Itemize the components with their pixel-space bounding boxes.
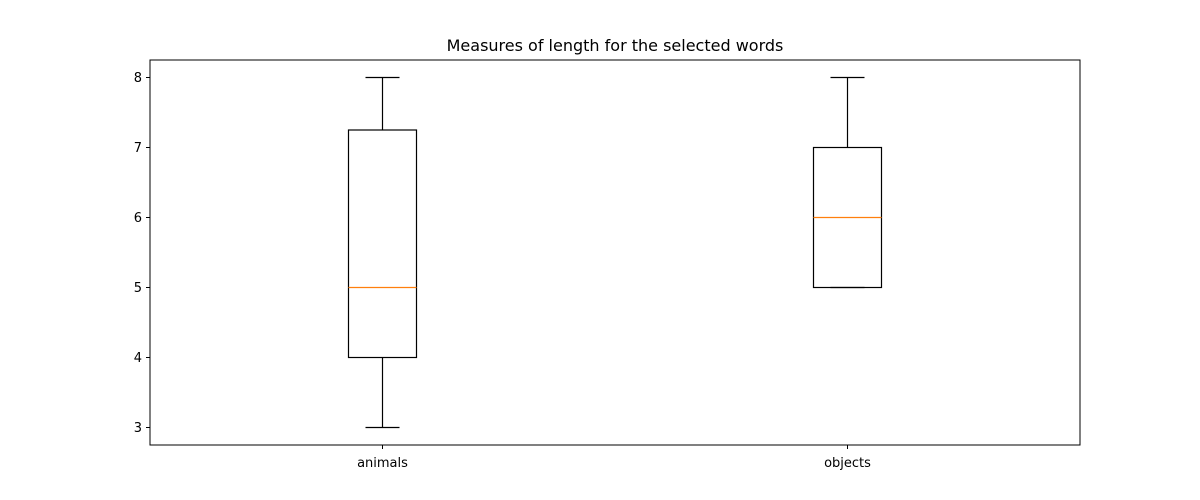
x-tick-label: animals <box>357 456 408 471</box>
box-objects <box>812 76 883 289</box>
y-tick-label: 8 <box>134 71 142 86</box>
y-tick-label: 3 <box>134 421 142 436</box>
y-tick-label: 6 <box>134 211 142 226</box>
y-axis: 3 4 5 6 7 8 <box>134 71 150 436</box>
box-animals <box>347 76 418 429</box>
chart-title: Measures of length for the selected word… <box>447 36 784 55</box>
boxes <box>347 76 883 429</box>
iqr-box <box>347 129 418 359</box>
y-tick-label: 4 <box>134 351 142 366</box>
y-tick-label: 5 <box>134 281 142 296</box>
y-tick-label: 7 <box>134 141 142 156</box>
x-axis: animals objects <box>357 445 871 471</box>
plot-area <box>149 59 1081 446</box>
x-tick-label: objects <box>824 456 871 471</box>
